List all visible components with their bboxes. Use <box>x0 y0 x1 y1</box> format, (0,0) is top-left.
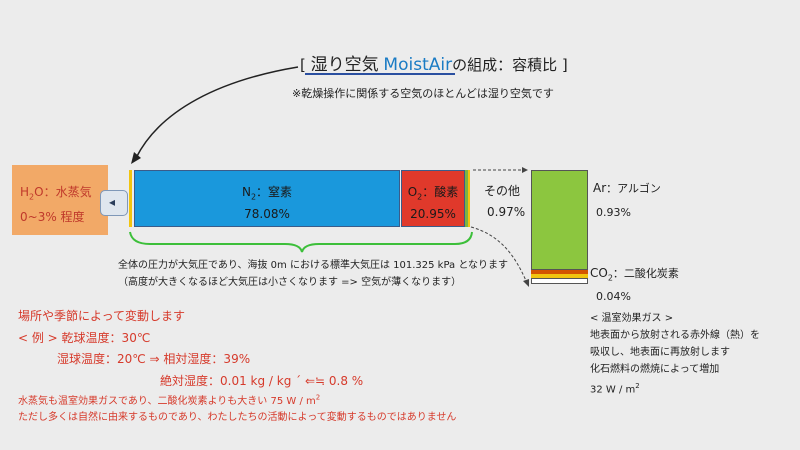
pressure-note: 全体の圧力が大気圧であり、海抜 0m における標準大気圧は 101.325 kP… <box>118 257 508 291</box>
curved-arrow-head <box>131 152 141 164</box>
h2o-name-sub: 2 <box>29 192 35 202</box>
h2o-name-suffix: O：水蒸気 <box>34 185 92 199</box>
n2-name-sub: 2 <box>250 192 257 202</box>
title-bracket-open: [ <box>300 56 306 74</box>
dashed-arrow-head-bottom <box>523 279 529 287</box>
o2-name-suffix: ：酸素 <box>422 185 459 199</box>
h2o-strip <box>129 170 132 227</box>
ar-box <box>531 170 588 270</box>
greenhouse-info: < 温室効果ガス > 地表面から放射される赤外線（熱）を 吸収し、地表面に再放射… <box>590 310 760 398</box>
h2o-range: 0~3% 程度 <box>20 210 85 225</box>
other-value: 0.97% <box>487 205 526 219</box>
o2-bar: O2：酸素 20.95% <box>401 170 465 227</box>
n2-bar: N2：窒素 78.08% <box>134 170 400 227</box>
n2-name-prefix: N <box>241 185 251 199</box>
note-text: ※乾燥操作に関係する空気のほとんどは湿り空気です <box>292 87 554 100</box>
ar-value: 0.93% <box>596 206 631 219</box>
title-bracket-close: ] <box>561 56 568 74</box>
title-jp: 湿り空気 <box>310 55 379 75</box>
o2-name-sub: 2 <box>417 192 423 202</box>
variation-line5: 水蒸気も温室効果ガスであり、二酸化炭素よりも大きい 75 W / m2 <box>18 392 320 407</box>
left-arrow-icon: ◂ <box>109 195 116 209</box>
h2o-toggle-button[interactable]: ◂ <box>100 190 128 216</box>
variation-line5-sup: 2 <box>315 393 321 402</box>
co2-strip-white <box>531 278 588 284</box>
greenhouse-line3: 化石燃料の燃焼によって増加 <box>590 364 720 375</box>
other-strip-yellow <box>468 170 470 227</box>
n2-value: 78.08% <box>244 207 290 222</box>
pressure-line2: （高度が大きくなるほど大気圧は小さくなります => 空気が薄くなります） <box>118 277 462 288</box>
greenhouse-line1: 地表面から放射される赤外線（熱）を <box>590 330 760 341</box>
title-rest: の組成：容積比 <box>452 56 558 74</box>
h2o-box <box>12 165 108 235</box>
ar-name-prefix: Ar <box>593 181 607 195</box>
variation-line5-prefix: 水蒸気も温室効果ガスであり、二酸化炭素よりも大きい 75 W / m <box>18 396 316 407</box>
variation-line2: < 例 > 乾球温度：30℃ <box>18 331 151 345</box>
h2o-name: H2O：水蒸気 <box>20 182 92 207</box>
title-en: MoistAir <box>383 55 453 75</box>
other-strip <box>465 170 470 227</box>
h2o-name-prefix: H <box>20 185 30 199</box>
n2-name: N2：窒素 <box>135 183 399 201</box>
other-name: その他 <box>484 184 521 198</box>
variation-line6: ただし多くは自然に由来するものであり、わたしたちの活動によって変動するものではあ… <box>18 412 457 423</box>
variation-line3: 湿球温度：20℃ ⇒ 相対湿度：39% <box>57 352 251 366</box>
greenhouse-power-sup: 2 <box>635 382 640 390</box>
o2-value: 20.95% <box>410 207 456 222</box>
curved-arrow-icon <box>135 66 299 159</box>
greenhouse-power: 32 W / m2 <box>590 378 760 398</box>
co2-strip-yellow <box>531 274 588 278</box>
ar-name: Ar：アルゴン <box>593 180 661 196</box>
o2-name-prefix: O <box>407 185 418 199</box>
ar-name-suffix: ：アルゴン <box>606 182 661 195</box>
pressure-line1: 全体の圧力が大気圧であり、海抜 0m における標準大気圧は 101.325 kP… <box>118 260 509 271</box>
co2-name-suffix: ：二酸化炭素 <box>612 267 679 280</box>
greenhouse-line2: 吸収し、地表面に再放射します <box>590 347 730 358</box>
brace-icon <box>129 231 473 253</box>
co2-value: 0.04% <box>596 290 631 303</box>
co2-name-prefix: CO <box>590 266 608 280</box>
dashed-arrow-head-top <box>522 167 528 173</box>
variation-line1: 場所や季節によって変動します <box>18 309 186 323</box>
co2-name-sub: 2 <box>607 273 613 283</box>
n2-name-suffix: ：窒素 <box>256 185 293 199</box>
o2-name: O2：酸素 <box>402 183 464 201</box>
co2-strip <box>531 270 588 274</box>
title-underline <box>305 73 455 75</box>
h2o-label-group: H2O：水蒸気 0~3% 程度 <box>20 182 92 227</box>
diagram-title: [ 湿り空気 MoistAirの組成：容積比 ] <box>300 50 568 75</box>
greenhouse-heading: < 温室効果ガス > <box>590 313 674 324</box>
greenhouse-power-prefix: 32 W / m <box>590 384 636 396</box>
dashed-curve-icon <box>470 226 528 284</box>
co2-name: CO2：二酸化炭素 <box>590 265 679 282</box>
variation-line4: 絶対湿度：0.01 kg / kg ´ ⇐≒ 0.8 % <box>160 374 364 388</box>
